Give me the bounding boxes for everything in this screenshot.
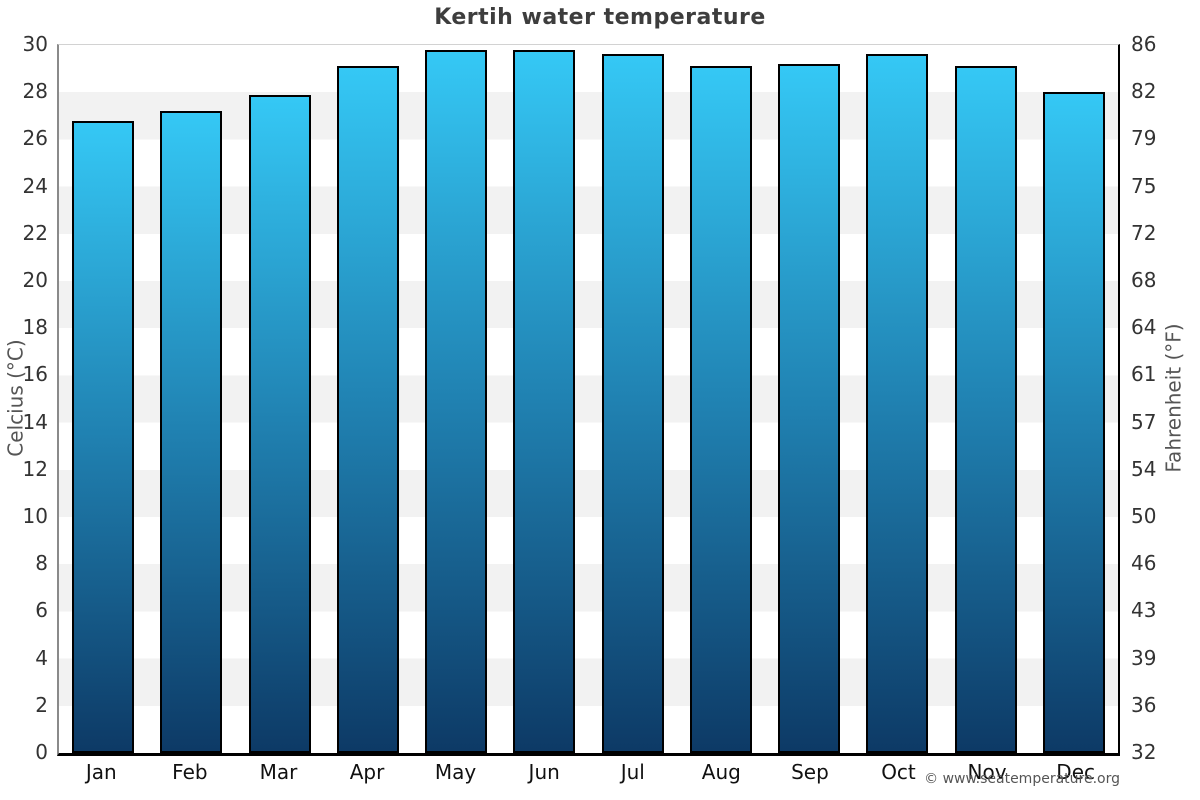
x-label-jul: Jul <box>620 760 645 784</box>
y-tick-fahrenheit: 46 <box>1131 551 1157 576</box>
bar-slot-jul <box>589 45 677 753</box>
y-tick-fahrenheit: 50 <box>1131 504 1157 528</box>
y-tick-fahrenheit: 64 <box>1131 315 1157 340</box>
bar-dec <box>1042 92 1105 753</box>
bar-slot-jan <box>59 45 147 753</box>
bar-sep <box>778 63 840 753</box>
x-label-may: May <box>434 760 477 784</box>
y-tick-celsius: 0 <box>35 740 48 764</box>
bar-slot-jun <box>500 45 588 753</box>
y-tick-fahrenheit: 75 <box>1131 173 1157 198</box>
y-tick-fahrenheit: 82 <box>1131 79 1157 104</box>
y-tick-fahrenheit: 61 <box>1131 362 1157 387</box>
chart-title: Kertih water temperature <box>434 5 766 30</box>
bar-aug <box>689 66 752 753</box>
bar-may <box>425 49 487 753</box>
y-tick-fahrenheit: 54 <box>1131 456 1157 481</box>
y-axis-right-ticks: 32 36 39 43 46 50 54 57 61 64 68 72 75 79 82 86 <box>1131 34 1191 762</box>
x-label-mar: Mar <box>259 760 298 784</box>
y-tick-fahrenheit: 72 <box>1131 220 1157 245</box>
y-tick-celsius: 20 <box>22 268 48 292</box>
plot-area <box>57 44 1120 756</box>
x-label-dec: Dec <box>1056 760 1095 784</box>
bar-mar <box>248 94 311 753</box>
bar-slot-oct <box>853 45 941 753</box>
y-tick-celsius: 12 <box>22 456 48 481</box>
x-label-feb: Feb <box>172 760 208 784</box>
bar-oct <box>866 54 929 753</box>
x-label-nov: Nov <box>967 760 1007 784</box>
y-axis-left-ticks: 0 2 4 6 8 10 12 14 16 18 20 22 24 26 28 30 <box>0 34 48 762</box>
bar-feb <box>160 111 223 753</box>
copyright-credit: © www.seatemperature.org <box>924 771 1120 787</box>
y-tick-celsius: 24 <box>22 173 48 198</box>
bars-row <box>59 45 1118 753</box>
y-tick-celsius: 4 <box>35 645 48 670</box>
x-label-aug: Aug <box>701 760 741 784</box>
x-label-apr: Apr <box>349 760 385 784</box>
y-tick-celsius: 10 <box>22 504 48 528</box>
x-label-jun: Jun <box>528 760 560 784</box>
bar-nov <box>954 66 1017 753</box>
bar-slot-apr <box>324 45 412 753</box>
y-tick-fahrenheit: 79 <box>1131 126 1157 151</box>
y-tick-celsius: 30 <box>22 32 48 56</box>
y-tick-celsius: 22 <box>22 220 48 245</box>
y-tick-celsius: 8 <box>35 551 48 576</box>
y-tick-fahrenheit: 32 <box>1131 740 1157 764</box>
y-tick-celsius: 26 <box>22 126 48 151</box>
y-tick-celsius: 14 <box>22 409 48 434</box>
bar-jul <box>601 54 664 753</box>
bar-slot-sep <box>765 45 853 753</box>
y-tick-celsius: 28 <box>22 79 48 104</box>
x-axis-labels: Jan Feb Mar Apr May Jun Jul Aug Sep Oct Nov Dec <box>57 760 1120 784</box>
bar-slot-may <box>412 45 500 753</box>
x-label-sep: Sep <box>791 760 829 784</box>
bar-slot-nov <box>942 45 1030 753</box>
y-tick-celsius: 18 <box>22 315 48 340</box>
y-tick-fahrenheit: 68 <box>1131 268 1157 292</box>
bar-apr <box>336 66 399 753</box>
y-axis-label-fahrenheit: Fahrenheit (°F) <box>1162 323 1186 473</box>
y-tick-fahrenheit: 43 <box>1131 598 1157 623</box>
y-tick-fahrenheit: 39 <box>1131 645 1157 670</box>
y-tick-celsius: 6 <box>35 598 48 623</box>
x-label-jan: Jan <box>85 760 117 784</box>
bar-slot-feb <box>147 45 235 753</box>
y-tick-fahrenheit: 57 <box>1131 409 1157 434</box>
bar-jun <box>513 49 576 753</box>
bar-jan <box>72 120 134 753</box>
y-tick-celsius: 16 <box>22 362 48 387</box>
y-tick-fahrenheit: 36 <box>1131 692 1157 717</box>
bar-slot-dec <box>1030 45 1118 753</box>
bar-slot-aug <box>677 45 765 753</box>
y-tick-celsius: 2 <box>35 692 48 717</box>
x-label-oct: Oct <box>881 760 916 784</box>
y-tick-fahrenheit: 86 <box>1131 32 1157 56</box>
bar-slot-mar <box>236 45 324 753</box>
